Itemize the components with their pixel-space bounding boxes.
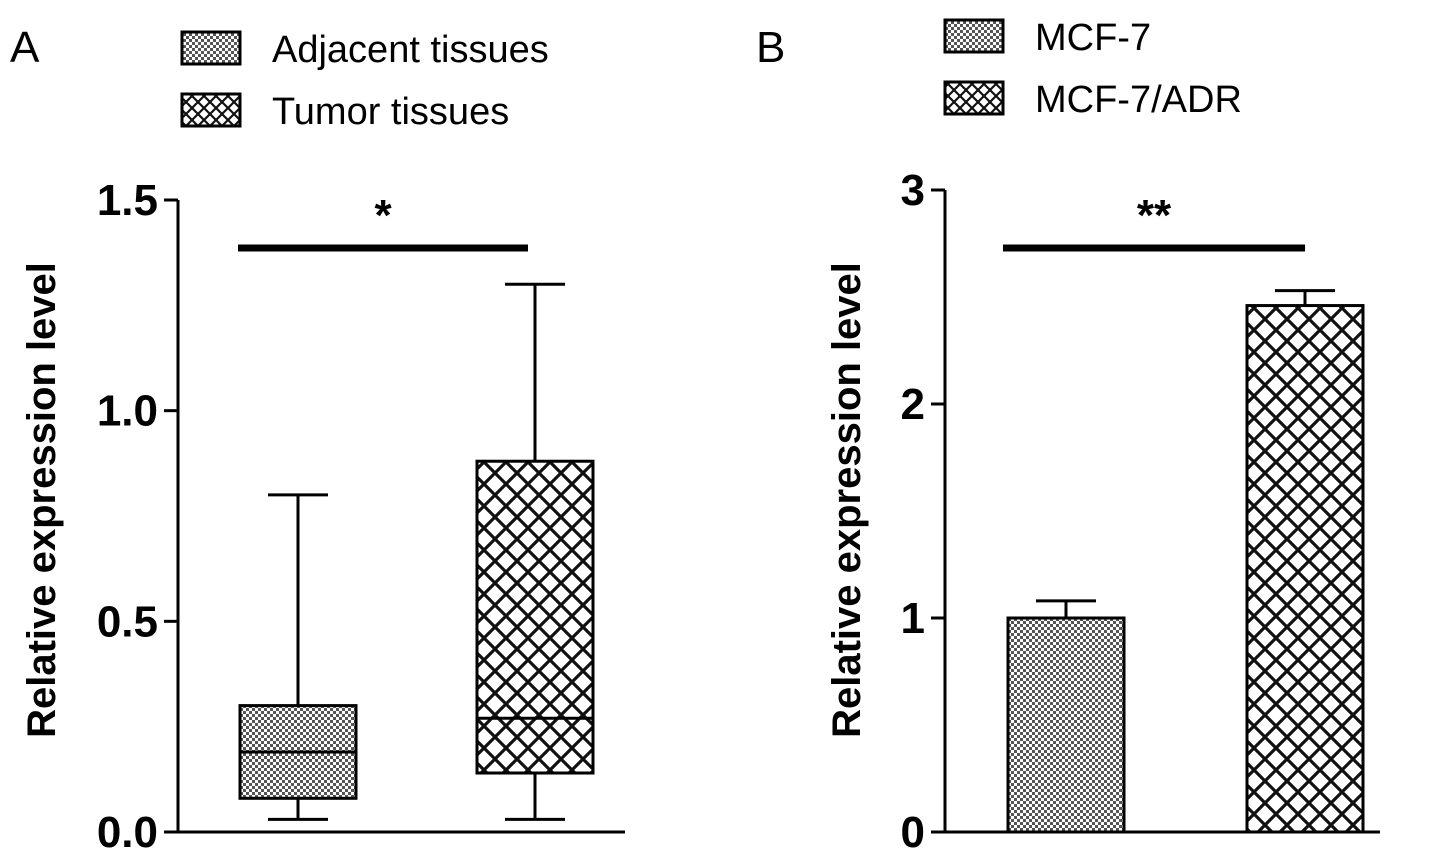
panel-a-y-tick-label: 0.5 (97, 597, 158, 646)
panel-a-axes: 0.0 0.5 1.0 1.5 (97, 176, 625, 857)
panel-b-axes: 0 1 2 3 (901, 166, 1380, 857)
panel-b-legend-swatch (943, 18, 1005, 54)
panel-a-y-tick-label: 1.5 (97, 176, 158, 225)
panel-a-significance-label: * (374, 191, 392, 240)
panel-a-box (475, 459, 595, 775)
panel-a-y-tick-label: 1.0 (97, 387, 158, 436)
panel-b-legend: MCF-7 MCF-7/ADR (943, 17, 1242, 121)
panel-b-y-axis-label: Relative expression level (825, 262, 869, 738)
panel-b-y-tick-label: 0 (901, 808, 925, 857)
panel-a-legend: Adjacent tissues Tumor tissues (180, 29, 549, 133)
panel-b-y-tick-label: 3 (901, 166, 925, 215)
panel-a-y-tick-label: 0.0 (97, 808, 158, 857)
panel-a-legend-label: Tumor tissues (272, 91, 509, 133)
panel-b-y-tick-label: 1 (901, 594, 925, 643)
panel-a-letter: A (10, 23, 40, 72)
panel-a-legend-swatch (180, 30, 242, 66)
panel-b-legend-label: MCF-7/ADR (1035, 79, 1242, 121)
panel-b-bar (1245, 304, 1365, 834)
panel-b: B MCF-7 MCF-7/ADR Relative expression lev… (756, 17, 1380, 857)
panel-b-significance-label: ** (1137, 191, 1172, 240)
panel-a-y-axis-label: Relative expression level (20, 262, 64, 738)
panel-a: A Adjacent tissues Tumor tissues Relative… (10, 23, 625, 857)
panel-b-legend-label: MCF-7 (1035, 17, 1151, 59)
panel-a-legend-swatch (180, 92, 242, 128)
panel-b-y-tick-label: 2 (901, 380, 925, 429)
panel-b-bar (1006, 616, 1126, 834)
panel-a-marks: * (238, 191, 595, 821)
panel-b-marks: ** (1003, 191, 1365, 834)
panel-a-legend-label: Adjacent tissues (272, 29, 549, 71)
panel-b-legend-swatch (943, 80, 1005, 116)
panel-b-letter: B (756, 23, 785, 72)
